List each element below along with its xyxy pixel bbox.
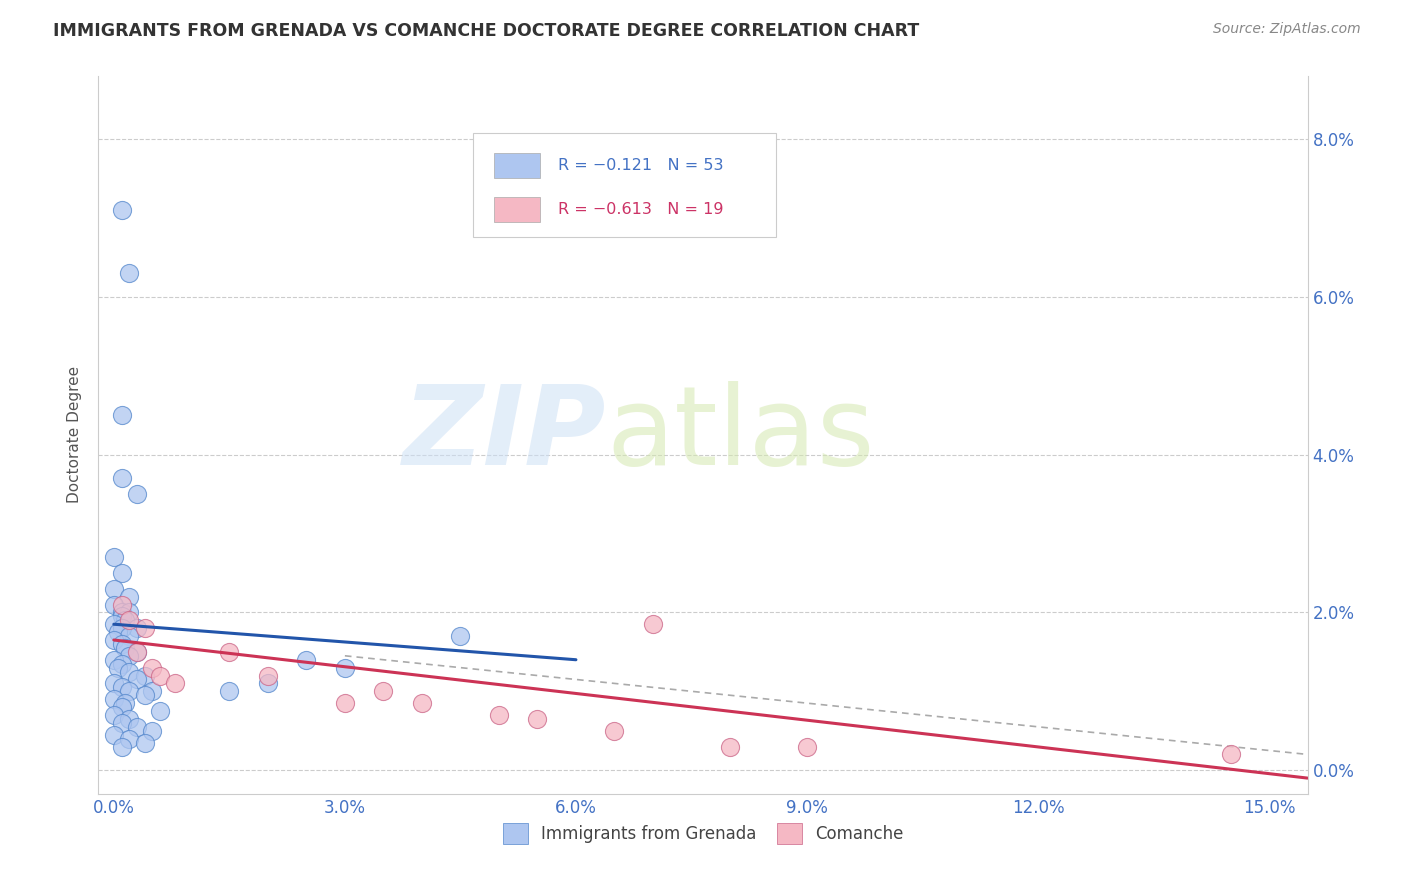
Point [333,696,356,710]
Point [134,621,156,635]
Point [118,684,141,698]
Point [141,684,163,698]
Point [107,625,129,640]
Text: R = −0.121   N = 53: R = −0.121 N = 53 [558,158,724,173]
Point [125,720,148,734]
Point [110,657,132,671]
Point [110,598,132,612]
Point [134,688,156,702]
Point [110,621,132,635]
Point [118,731,141,746]
Text: R = −0.613   N = 19: R = −0.613 N = 19 [558,202,724,217]
Point [134,668,156,682]
Point [333,660,356,674]
Point [526,712,548,726]
Point [125,645,148,659]
Point [103,550,125,565]
Point [110,566,132,580]
FancyBboxPatch shape [494,153,540,178]
Point [103,653,125,667]
Point [110,715,132,730]
Point [125,487,148,501]
Point [103,676,125,690]
Point [125,645,148,659]
FancyBboxPatch shape [474,133,776,237]
Point [411,696,433,710]
Point [110,408,132,422]
Point [149,668,172,682]
Point [107,660,129,674]
Point [141,660,163,674]
Text: ZIP: ZIP [402,382,606,488]
Point [641,617,664,632]
Point [257,676,280,690]
Point [134,735,156,749]
Point [103,728,125,742]
Point [118,712,141,726]
Point [114,640,136,655]
Y-axis label: Doctorate Degree: Doctorate Degree [67,367,83,503]
Point [103,708,125,723]
Text: atlas: atlas [606,382,875,488]
Point [103,633,125,648]
Text: IMMIGRANTS FROM GRENADA VS COMANCHE DOCTORATE DEGREE CORRELATION CHART: IMMIGRANTS FROM GRENADA VS COMANCHE DOCT… [53,22,920,40]
Point [218,684,240,698]
Point [103,598,125,612]
Point [118,648,141,663]
Point [488,708,510,723]
Point [118,606,141,620]
Point [110,471,132,485]
Point [103,617,125,632]
Point [114,696,136,710]
Point [110,681,132,695]
Point [118,590,141,604]
Point [125,621,148,635]
Point [718,739,741,754]
Point [218,645,240,659]
Point [603,723,626,738]
Point [1219,747,1241,762]
Point [118,665,141,679]
Legend: Immigrants from Grenada, Comanche: Immigrants from Grenada, Comanche [496,816,910,850]
Point [110,700,132,714]
Point [118,629,141,643]
Point [110,202,132,217]
Point [110,606,132,620]
Point [118,613,141,627]
Point [114,613,136,627]
Point [373,684,395,698]
Point [110,637,132,651]
Point [110,739,132,754]
Point [103,582,125,596]
FancyBboxPatch shape [494,197,540,222]
Point [110,609,132,624]
Point [257,668,280,682]
Point [103,692,125,706]
Point [125,673,148,687]
Point [149,704,172,718]
Point [796,739,818,754]
Point [141,723,163,738]
Point [449,629,471,643]
Point [295,653,318,667]
Point [165,676,187,690]
Text: Source: ZipAtlas.com: Source: ZipAtlas.com [1213,22,1361,37]
Point [118,266,141,280]
